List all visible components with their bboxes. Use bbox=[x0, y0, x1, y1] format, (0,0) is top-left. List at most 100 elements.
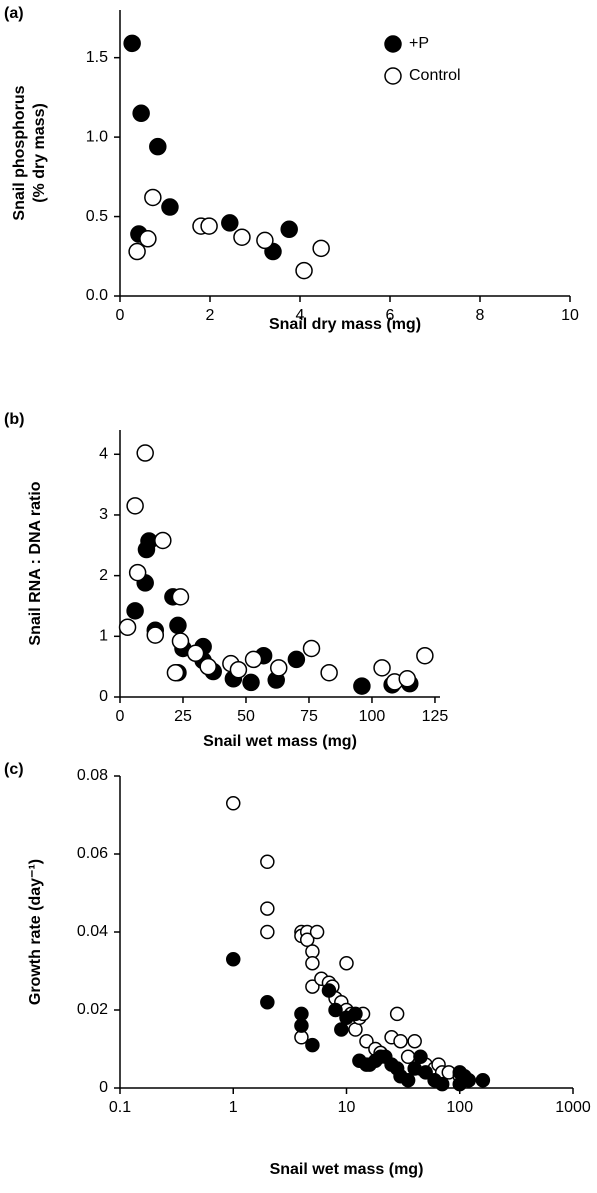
point bbox=[475, 1072, 491, 1088]
point bbox=[221, 214, 239, 232]
x-tick-label: 10 bbox=[561, 307, 579, 324]
x-tick-label: 0 bbox=[116, 708, 125, 725]
point bbox=[128, 242, 146, 261]
point bbox=[353, 677, 371, 695]
legend-label: Control bbox=[409, 67, 461, 84]
point bbox=[126, 602, 144, 620]
y-tick-label: 0.02 bbox=[77, 1001, 108, 1018]
y-axis-title: Snail phosphorus bbox=[11, 85, 28, 220]
point bbox=[154, 531, 172, 550]
point bbox=[418, 1065, 433, 1080]
x-tick-label: 1 bbox=[229, 1099, 238, 1116]
y-tick-label: 0 bbox=[99, 688, 108, 705]
point bbox=[400, 1072, 416, 1088]
y-tick-label: 0.0 bbox=[86, 287, 108, 304]
legend-marker bbox=[384, 67, 402, 85]
y-tick-label: 0 bbox=[99, 1079, 108, 1096]
point bbox=[309, 924, 325, 940]
point bbox=[373, 659, 391, 677]
point bbox=[199, 657, 217, 676]
point bbox=[305, 1037, 320, 1053]
point bbox=[123, 34, 141, 53]
y-axis-title: (% dry mass) bbox=[31, 103, 48, 203]
x-tick-label: 75 bbox=[300, 708, 318, 725]
x-tick-label: 10 bbox=[338, 1099, 356, 1116]
point bbox=[398, 670, 416, 688]
point bbox=[269, 659, 288, 677]
y-tick-label: 1.0 bbox=[86, 128, 108, 145]
panel-label: (b) bbox=[4, 411, 24, 428]
y-tick-label: 0.04 bbox=[77, 923, 108, 940]
point bbox=[287, 650, 306, 669]
point bbox=[169, 616, 187, 635]
x-tick-label: 100 bbox=[446, 1099, 473, 1116]
x-tick-label: 100 bbox=[359, 708, 386, 725]
x-axis-title: Snail wet mass (mg) bbox=[270, 1161, 424, 1178]
point bbox=[126, 497, 144, 515]
point bbox=[146, 626, 165, 644]
panel-label: (a) bbox=[4, 5, 24, 22]
y-tick-label: 1 bbox=[99, 628, 108, 645]
point bbox=[359, 1033, 374, 1049]
y-tick-label: 0.5 bbox=[86, 208, 108, 225]
point bbox=[413, 1049, 428, 1065]
point bbox=[233, 228, 251, 246]
y-axis-title: Snail RNA : DNA ratio bbox=[27, 481, 44, 645]
point bbox=[295, 261, 313, 280]
y-axis-title: Growth rate (day⁻¹) bbox=[27, 859, 44, 1005]
point bbox=[136, 444, 154, 462]
point bbox=[407, 1033, 422, 1049]
point bbox=[348, 1006, 363, 1022]
point bbox=[226, 952, 241, 967]
y-tick-label: 1.5 bbox=[86, 49, 108, 66]
point bbox=[132, 104, 150, 123]
point bbox=[320, 663, 338, 682]
x-axis-title: Snail dry mass (mg) bbox=[269, 316, 421, 333]
x-axis-title: Snail wet mass (mg) bbox=[203, 733, 357, 750]
point bbox=[299, 932, 315, 948]
point bbox=[321, 983, 337, 998]
point bbox=[166, 663, 185, 682]
point bbox=[186, 644, 205, 663]
panel-label: (c) bbox=[4, 761, 24, 778]
y-tick-label: 0.06 bbox=[77, 845, 108, 862]
point bbox=[171, 588, 190, 606]
point bbox=[161, 198, 179, 216]
x-tick-label: 25 bbox=[174, 708, 192, 725]
legend-marker bbox=[384, 35, 402, 53]
x-tick-label: 0 bbox=[116, 307, 125, 324]
point bbox=[334, 1022, 349, 1037]
point bbox=[118, 618, 137, 636]
legend-label: +P bbox=[409, 35, 429, 52]
point bbox=[280, 220, 298, 239]
point bbox=[393, 1033, 408, 1049]
point bbox=[294, 1018, 309, 1033]
point bbox=[149, 137, 167, 156]
point bbox=[339, 955, 354, 971]
point bbox=[226, 796, 241, 811]
point bbox=[434, 1076, 450, 1092]
point bbox=[244, 650, 263, 669]
point bbox=[200, 217, 218, 235]
point bbox=[302, 639, 321, 658]
x-tick-label: 0.1 bbox=[109, 1099, 131, 1116]
point bbox=[312, 239, 330, 258]
point bbox=[400, 1049, 416, 1065]
x-tick-label: 125 bbox=[422, 708, 449, 725]
point bbox=[139, 230, 157, 248]
point bbox=[305, 979, 320, 994]
x-tick-label: 1000 bbox=[555, 1099, 591, 1116]
x-tick-label: 2 bbox=[206, 307, 215, 324]
point bbox=[452, 1076, 467, 1092]
x-tick-label: 6 bbox=[386, 307, 395, 324]
point bbox=[416, 646, 434, 665]
point bbox=[260, 901, 275, 916]
point bbox=[305, 955, 320, 971]
point bbox=[229, 660, 248, 679]
y-tick-label: 3 bbox=[99, 506, 108, 523]
y-tick-label: 2 bbox=[99, 567, 108, 584]
point bbox=[389, 1006, 405, 1022]
point bbox=[128, 563, 147, 582]
